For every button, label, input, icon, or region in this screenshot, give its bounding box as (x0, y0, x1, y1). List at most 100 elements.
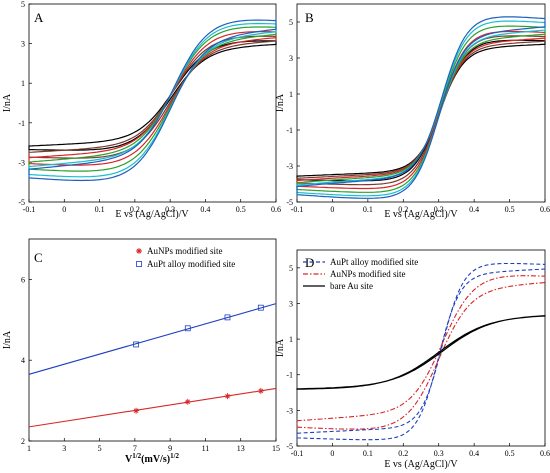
panel-label: C (34, 250, 43, 265)
x-tick-label: 0 (62, 205, 66, 214)
y-axis-label: I/nA (275, 93, 286, 112)
x-tick-label: 7 (133, 444, 137, 453)
x-tick-label: 13 (237, 444, 245, 453)
x-tick-label: 5 (98, 444, 102, 453)
x-tick-label: 1 (27, 444, 31, 453)
data-point (133, 407, 140, 414)
data-point (184, 325, 191, 332)
data-point (184, 398, 191, 405)
x-tick-label: 0.2 (398, 205, 408, 214)
y-tick-label: -1 (286, 371, 293, 380)
legend-label: AuNPs modified site (147, 246, 223, 256)
data-point (133, 341, 139, 348)
x-tick-label: 0.3 (434, 205, 444, 214)
x-tick-label: 0.1 (95, 205, 105, 214)
x-axis-label-main: V (125, 454, 133, 465)
cv-curve-6 (28, 19, 277, 182)
x-tick-label: 11 (202, 444, 210, 453)
x-tick-label: 0.4 (469, 449, 479, 458)
y-tick-label: -1 (286, 126, 293, 135)
panel-b: -0.1 0 0.1 0.2 0.3 0.4 0.5 0.6 -5 -3 -1 1 3 5 B I/nA E v… (275, 3, 550, 220)
legend-label: AuNPs modified site (330, 269, 406, 279)
y-tick-label: 1 (289, 335, 293, 344)
cv-curve-5 (28, 22, 277, 178)
x-tick-label: 0 (330, 205, 334, 214)
legend-label: bare Au site (330, 281, 373, 291)
y-tick-label: -5 (18, 198, 25, 207)
panel-label: B (305, 10, 314, 25)
x-tick-label: 9 (168, 444, 172, 453)
y-tick-label: 1 (289, 90, 293, 99)
x-tick-label: -0.1 (291, 205, 304, 214)
cv-curve-5 (296, 20, 546, 197)
x-tick-label: 0.5 (236, 205, 246, 214)
x-tick-label: 0.5 (505, 205, 515, 214)
plot-frame (28, 3, 277, 203)
plot-frame (296, 3, 546, 203)
y-tick-label: -5 (286, 442, 293, 451)
y-tick-label: -1 (18, 119, 25, 128)
cv-curve-2 (28, 35, 277, 159)
y-axis-label: I/nA (2, 330, 13, 349)
x-tick-label: 0.1 (363, 449, 373, 458)
y-tick-label: 3 (289, 299, 293, 308)
x-tick-label: 0.4 (200, 205, 210, 214)
legend-marker (136, 261, 142, 267)
x-tick-label: 0.3 (434, 449, 444, 458)
y-tick-label: -3 (18, 158, 25, 167)
y-tick-label: -3 (286, 406, 293, 415)
fit-line-2 (28, 303, 277, 375)
x-tick-label: 0.6 (540, 205, 550, 214)
x-axis-label: V1/2(mV/s)1/2 (125, 452, 180, 465)
y-tick-label: 6 (21, 275, 25, 284)
x-tick-label: 0.2 (398, 449, 408, 458)
x-tick-label: 0.6 (540, 449, 550, 458)
legend-label: AuPt alloy modified site (147, 259, 235, 269)
legend-label: AuPt alloy modified site (330, 257, 418, 267)
cv-curve-1 (296, 39, 546, 182)
y-tick-label: 3 (289, 54, 293, 63)
x-axis-label-unit: (mV/s) (141, 454, 170, 465)
y-tick-label: 5 (21, 0, 25, 9)
x-axis-label: E vs (Ag/AgCl)/V (384, 209, 458, 220)
data-point (224, 393, 231, 400)
y-tick-label: 5 (289, 18, 293, 27)
cv-curve-3 (296, 315, 546, 390)
x-tick-label: 0.6 (271, 205, 281, 214)
x-tick-label: -0.1 (291, 449, 304, 458)
cv-curve-4 (28, 26, 277, 172)
legend-marker (136, 248, 142, 254)
panel-a: -0.1 0 0.1 0.2 0.3 0.4 0.5 0.6 -5 -3 -1 1 3 5A I/nA E v… (2, 0, 281, 220)
x-tick-label: 3 (62, 444, 66, 453)
y-axis-label: I/nA (275, 338, 286, 357)
y-tick-label: 5 (289, 264, 293, 273)
panel-label: A (34, 10, 44, 25)
y-tick-label: 4 (21, 356, 25, 365)
cv-curve-1 (296, 262, 546, 441)
y-tick-label: -3 (286, 162, 293, 171)
x-tick-label: 0.3 (165, 205, 175, 214)
x-tick-label: 0.4 (469, 205, 479, 214)
plot-frame (296, 249, 546, 447)
y-tick-label: 3 (21, 40, 25, 49)
plot-frame (28, 238, 277, 442)
x-axis-label: E vs (Ag/AgCl)/V (115, 209, 189, 220)
cv-curve-2 (296, 275, 546, 430)
x-axis-label-sup: 1/2 (170, 452, 179, 460)
x-tick-label: 15 (272, 444, 280, 453)
x-tick-label: -0.1 (23, 205, 36, 214)
x-tick-label: 0.1 (363, 205, 373, 214)
data-point (257, 304, 264, 311)
fit-line-1 (28, 387, 277, 428)
y-tick-label: 2 (21, 437, 25, 446)
x-axis-label: E vs (Ag/AgCl)/V (384, 459, 458, 470)
x-tick-label: 0.5 (505, 449, 515, 458)
data-point (224, 314, 231, 321)
data-point (257, 387, 264, 394)
cv-curve-6 (296, 16, 546, 199)
y-tick-label: 1 (21, 79, 25, 88)
x-tick-label: 0 (330, 449, 334, 458)
